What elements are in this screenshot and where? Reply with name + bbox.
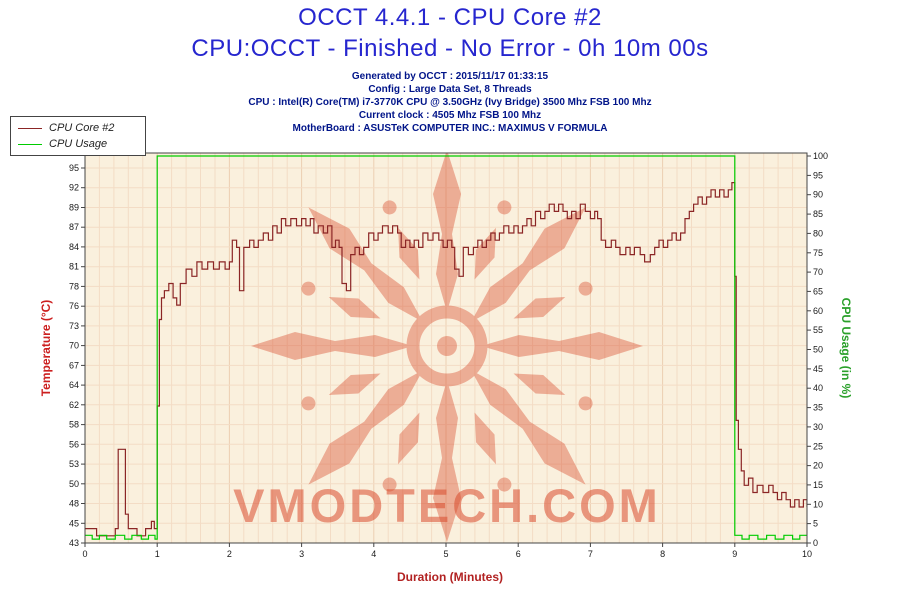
svg-text:85: 85: [813, 209, 823, 219]
svg-text:0: 0: [82, 549, 87, 559]
svg-text:62: 62: [69, 400, 79, 410]
svg-text:43: 43: [69, 538, 79, 548]
legend-item: CPU Core #2: [18, 120, 138, 136]
x-axis-title: Duration (Minutes): [397, 570, 503, 584]
chart-legend: CPU Core #2 CPU Usage: [10, 116, 146, 156]
svg-text:70: 70: [813, 267, 823, 277]
svg-text:40: 40: [813, 383, 823, 393]
svg-text:84: 84: [69, 242, 79, 252]
svg-text:53: 53: [69, 459, 79, 469]
svg-text:50: 50: [69, 479, 79, 489]
svg-text:80: 80: [813, 228, 823, 238]
page-subtitle: CPU:OCCT - Finished - No Error - 0h 10m …: [191, 35, 709, 62]
svg-text:45: 45: [69, 518, 79, 528]
svg-text:8: 8: [660, 549, 665, 559]
usage-series-swatch: [18, 143, 42, 145]
svg-text:92: 92: [69, 183, 79, 193]
left-axis-title: Temperature (°C): [39, 299, 53, 397]
left-axis-ticks: 43 45 48 50 53 56 58 62 64 67 70 73 76 78 81 84 87 89 92 95: [69, 163, 85, 548]
svg-text:4: 4: [371, 549, 376, 559]
svg-text:75: 75: [813, 248, 823, 258]
svg-text:95: 95: [813, 170, 823, 180]
temp-series-line: [85, 182, 807, 537]
svg-text:10: 10: [802, 549, 812, 559]
right-axis-title: CPU Usage (in %): [839, 297, 853, 399]
report-info-line: Current clock : 4505 Mhz FSB 100 Mhz: [358, 110, 542, 121]
svg-text:78: 78: [69, 281, 79, 291]
svg-text:60: 60: [813, 306, 823, 316]
report-info-line: Generated by OCCT : 2015/11/17 01:33:15: [351, 71, 549, 82]
svg-text:87: 87: [69, 222, 79, 232]
svg-text:73: 73: [69, 321, 79, 331]
svg-text:20: 20: [813, 461, 823, 471]
svg-text:30: 30: [813, 422, 823, 432]
svg-text:3: 3: [299, 549, 304, 559]
report-info-line: CPU : Intel(R) Core(TM) i7-3770K CPU @ 3…: [248, 97, 652, 108]
svg-text:10: 10: [813, 499, 823, 509]
svg-text:15: 15: [813, 480, 823, 490]
svg-text:89: 89: [69, 203, 79, 213]
watermark-emblem: [251, 153, 643, 542]
svg-text:7: 7: [588, 549, 593, 559]
svg-text:9: 9: [732, 549, 737, 559]
report-info-line: MotherBoard : ASUSTeK COMPUTER INC.: MAX…: [292, 123, 608, 134]
svg-text:55: 55: [813, 325, 823, 335]
temp-series-swatch: [18, 127, 42, 129]
legend-item: CPU Usage: [18, 136, 138, 152]
page-title: OCCT 4.4.1 - CPU Core #2: [298, 4, 602, 31]
svg-text:25: 25: [813, 441, 823, 451]
svg-text:5: 5: [443, 549, 448, 559]
svg-text:64: 64: [69, 380, 79, 390]
svg-text:1: 1: [155, 549, 160, 559]
svg-text:45: 45: [813, 364, 823, 374]
svg-text:70: 70: [69, 341, 79, 351]
svg-text:81: 81: [69, 262, 79, 272]
svg-text:56: 56: [69, 439, 79, 449]
svg-text:35: 35: [813, 403, 823, 413]
report-info: Generated by OCCT : 2015/11/17 01:33:15 …: [0, 70, 900, 135]
svg-text:95: 95: [69, 163, 79, 173]
right-axis-ticks: 0 5 10 15 20 25 30 35 40 45 50 55 60 65 70 75 80 85 90 95 10…: [807, 151, 828, 548]
svg-text:6: 6: [516, 549, 521, 559]
grid: [85, 153, 807, 543]
svg-text:100: 100: [813, 151, 828, 161]
svg-text:48: 48: [69, 499, 79, 509]
svg-text:65: 65: [813, 286, 823, 296]
legend-label: CPU Core #2: [49, 122, 115, 134]
watermark-text: VMODTECH.COM: [233, 479, 661, 532]
legend-label: CPU Usage: [49, 138, 108, 150]
svg-text:2: 2: [227, 549, 232, 559]
svg-text:5: 5: [813, 519, 818, 529]
usage-series-line: [85, 155, 807, 540]
svg-text:50: 50: [813, 345, 823, 355]
svg-text:0: 0: [813, 538, 818, 548]
svg-text:90: 90: [813, 190, 823, 200]
svg-text:76: 76: [69, 301, 79, 311]
svg-text:58: 58: [69, 420, 79, 430]
report-info-line: Config : Large Data Set, 8 Threads: [368, 84, 532, 95]
svg-text:67: 67: [69, 360, 79, 370]
x-axis-ticks: 0 1 2 3 4 5 6 7 8 9 10: [82, 543, 812, 559]
